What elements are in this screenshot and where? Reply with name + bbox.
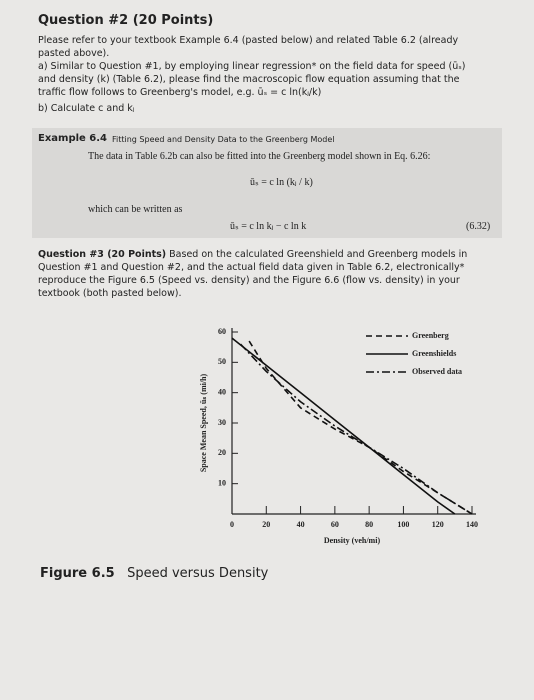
figure-label: Figure 6.5 <box>40 566 115 581</box>
example-label: Example 6.4 <box>38 133 108 144</box>
x-axis-label: Density (veh/mi) <box>324 536 381 545</box>
x-tick-label: 60 <box>331 520 339 529</box>
y-axis-label: Space Mean Speed, ūₛ (mi/h) <box>199 374 208 473</box>
equation: ūₛ = c ln (kⱼ / k) <box>250 177 313 188</box>
y-tick-label: 20 <box>218 448 226 457</box>
x-tick-label: 100 <box>397 520 409 529</box>
q3-title: Question #3 (20 Points) <box>38 249 167 260</box>
q2-part-a: a) Similar to Question #1, by employing … <box>38 61 466 98</box>
legend-label: Greenberg <box>412 331 449 340</box>
y-tick-label: 40 <box>218 387 226 396</box>
figure-caption: Speed versus Density <box>127 566 269 581</box>
equation: ūₛ = c ln kⱼ − c ln k <box>230 221 307 232</box>
legend-label: Greenshields <box>412 349 456 358</box>
x-tick-label: 120 <box>432 520 444 529</box>
series-line <box>231 337 456 515</box>
chart: 10 20 30 40 50 60 0 20 40 60 80 100 120 140 Density (v… <box>199 327 478 545</box>
q3-text: Based on the calculated Greenshield and … <box>38 249 468 299</box>
x-tick-label: 140 <box>466 520 478 529</box>
q2-title: Question #2 (20 Points) <box>38 13 214 28</box>
example-text: The data in Table 6.2b can also be fitte… <box>88 151 431 162</box>
x-tick-label: 80 <box>365 520 373 529</box>
y-tick-label: 30 <box>218 418 226 427</box>
example-text: which can be written as <box>88 204 183 215</box>
x-tick-label: 20 <box>262 520 270 529</box>
x-tick-label: 40 <box>297 520 305 529</box>
series-line <box>248 340 473 515</box>
legend-label: Observed data <box>412 367 462 376</box>
equation-number: (6.32) <box>466 221 491 232</box>
example-title: Fitting Speed and Density Data to the Gr… <box>112 135 335 144</box>
x-tick-label: 0 <box>230 520 234 529</box>
y-tick-label: 60 <box>218 327 226 336</box>
y-tick-label: 50 <box>218 357 226 366</box>
q2-part-b: b) Calculate c and kⱼ <box>38 103 135 114</box>
example-box <box>32 128 502 238</box>
y-tick-label: 10 <box>218 478 226 487</box>
q2-intro: Please refer to your textbook Example 6.… <box>38 35 459 59</box>
series-line <box>239 343 473 515</box>
